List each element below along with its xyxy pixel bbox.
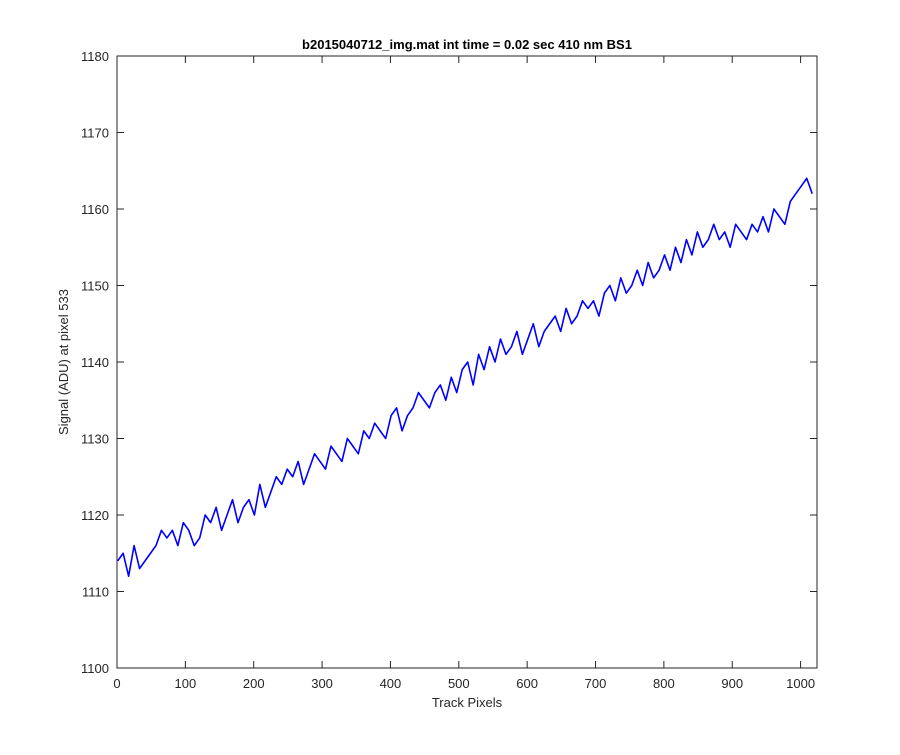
y-tick-label: 1170 (81, 126, 109, 141)
y-tick-label: 1140 (81, 355, 109, 370)
x-tick-label: 100 (175, 676, 197, 691)
plot-area: 0 100 200 300 400 500 600 700 800 900 1000 1100 1110… (81, 49, 818, 691)
x-tick-label: 1000 (786, 676, 815, 691)
x-axis-label: Track Pixels (432, 695, 503, 710)
y-tick-label: 1100 (81, 661, 109, 676)
series-line-1 (117, 177, 813, 578)
y-axis-label: Signal (ADU) at pixel 533 (56, 289, 71, 435)
x-tick-label: 500 (448, 676, 470, 691)
y-tick-label: 1150 (81, 279, 109, 294)
x-tick-label: 600 (516, 676, 538, 691)
x-tick-label: 700 (585, 676, 607, 691)
y-tick-label: 1160 (81, 202, 109, 217)
y-tick-label: 1110 (82, 585, 109, 600)
y-tick-label: 1130 (81, 432, 109, 447)
x-tick-label: 400 (380, 676, 402, 691)
x-tick-label: 300 (311, 676, 333, 691)
x-tick-label: 200 (243, 676, 265, 691)
y-tick-label: 1120 (81, 508, 109, 523)
y-tick-label: 1180 (81, 49, 109, 64)
x-tick-label: 800 (653, 676, 675, 691)
x-tick-label: 0 (113, 676, 120, 691)
chart-title: b2015040712_img.mat int time = 0.02 sec … (302, 37, 632, 52)
x-tick-label: 900 (721, 676, 743, 691)
